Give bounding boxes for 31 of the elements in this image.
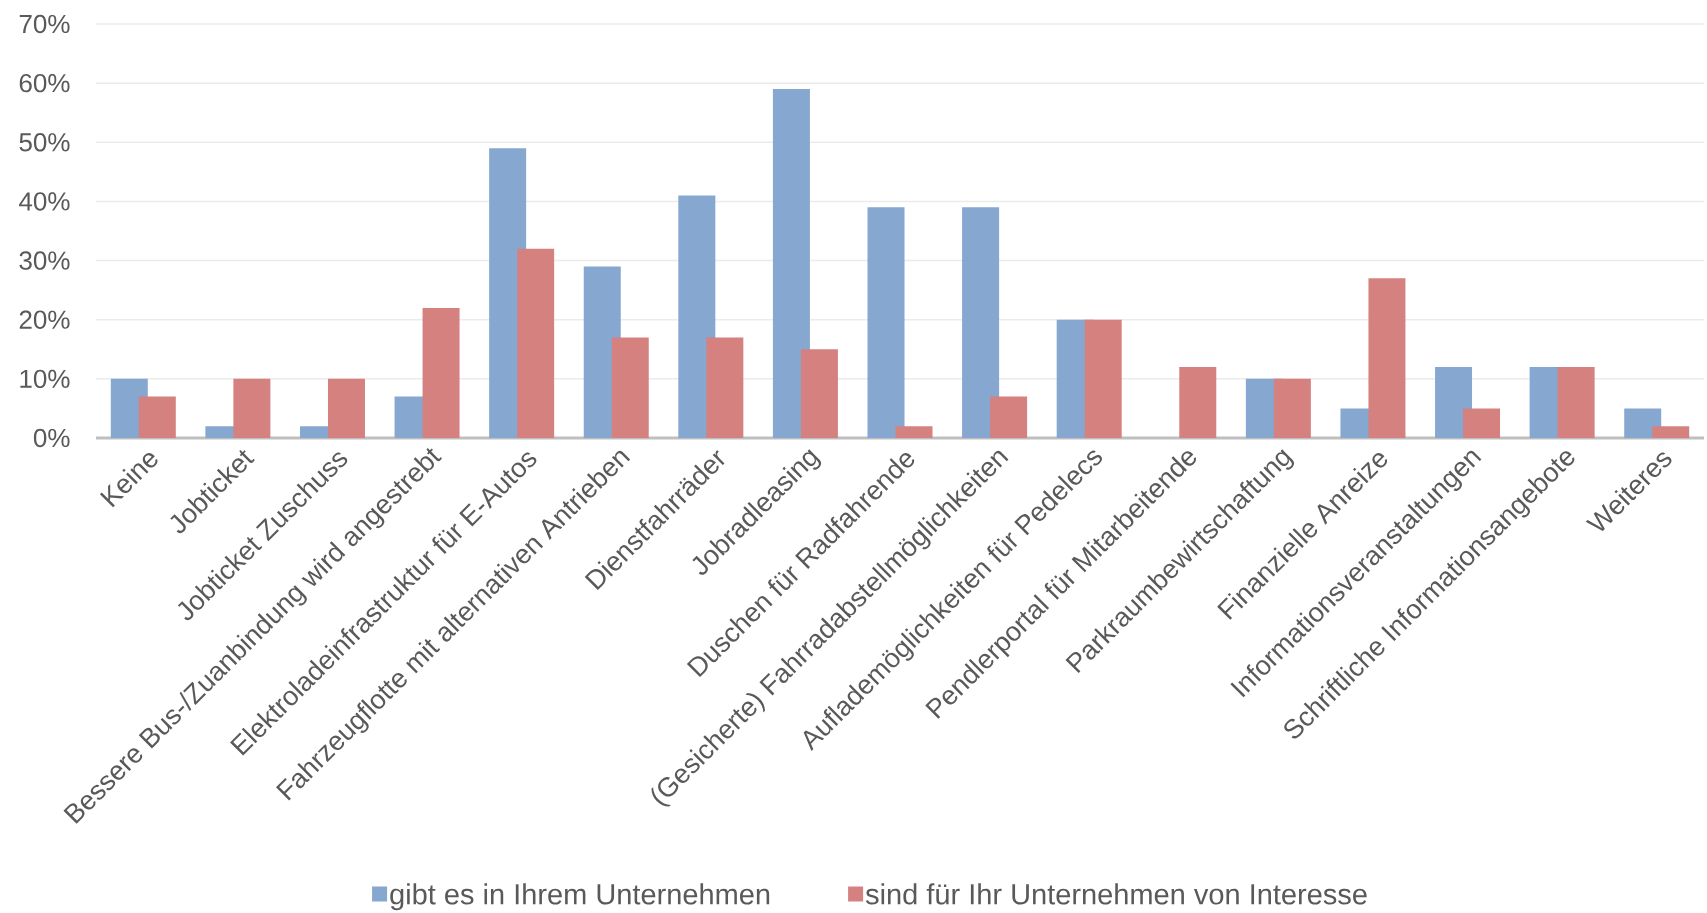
legend-label: gibt es in Ihrem Unternehmen bbox=[390, 883, 770, 911]
y-tick-label: 40% bbox=[19, 192, 70, 211]
bar bbox=[867, 207, 905, 438]
legend-label: sind für Ihr Unternehmen von Interesse bbox=[865, 883, 1367, 905]
y-tick-label: 60% bbox=[19, 73, 70, 93]
bar bbox=[895, 426, 933, 438]
bar bbox=[800, 349, 838, 438]
bar bbox=[517, 248, 555, 438]
bar bbox=[1652, 426, 1690, 438]
y-tick-label: 20% bbox=[19, 310, 70, 329]
bar bbox=[1463, 408, 1501, 438]
bar bbox=[233, 378, 271, 438]
bar bbox=[1557, 367, 1595, 438]
bar bbox=[1273, 378, 1311, 438]
y-tick-label: 50% bbox=[19, 133, 70, 152]
bar bbox=[138, 396, 176, 438]
bar bbox=[422, 307, 460, 438]
bar bbox=[772, 89, 810, 438]
bar bbox=[1368, 278, 1406, 438]
bar bbox=[1084, 319, 1122, 438]
y-tick-label: 30% bbox=[19, 251, 70, 270]
bar bbox=[611, 337, 649, 438]
bar bbox=[327, 378, 365, 438]
bar bbox=[706, 337, 744, 438]
y-tick-label: 10% bbox=[20, 369, 70, 389]
bar bbox=[962, 207, 1000, 438]
bar bbox=[1624, 408, 1662, 438]
bar bbox=[1179, 367, 1217, 438]
y-tick-label: 70% bbox=[19, 14, 70, 34]
y-tick-label: 0% bbox=[33, 428, 70, 448]
bar bbox=[990, 396, 1028, 438]
